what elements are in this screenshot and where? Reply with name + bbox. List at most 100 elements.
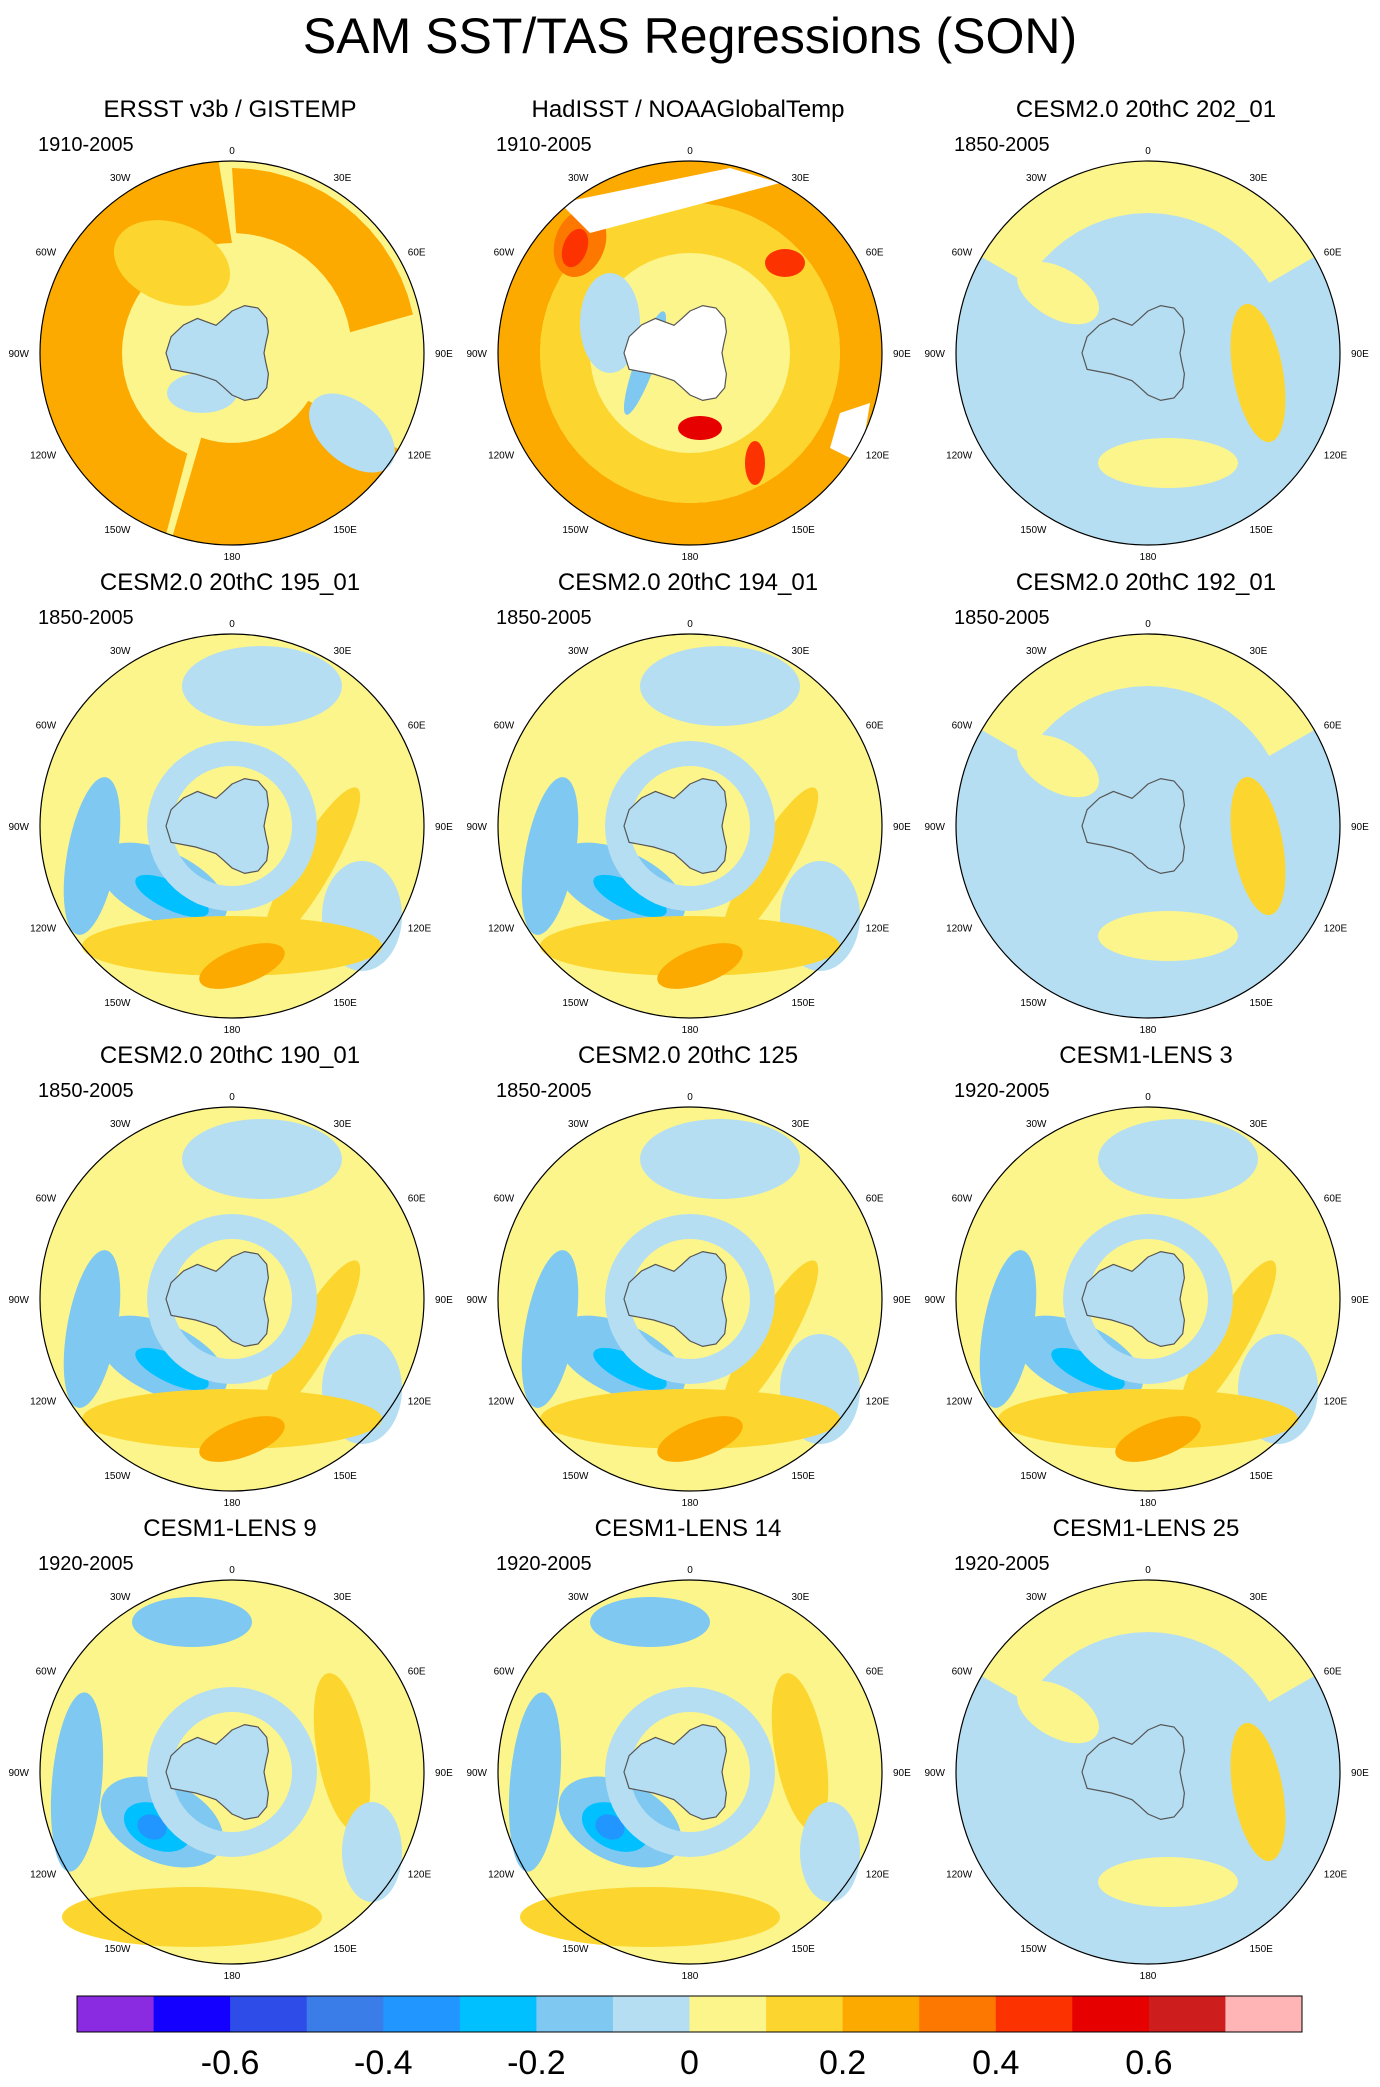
warm-region [745,441,765,485]
longitude-label: 30E [792,1592,810,1603]
antarctica-coastline [623,777,728,875]
longitude-label: 60W [952,1194,973,1205]
longitude-label: 120W [946,924,973,935]
cool-region [182,646,342,726]
warm-region [981,1580,1148,1702]
antarctica-coastline [623,304,728,402]
warm-region [82,916,382,976]
longitude-label: 0 [1145,1092,1151,1103]
warm-region [1098,911,1238,961]
longitude-label: 90W [466,349,487,360]
cool-region [1063,1214,1233,1384]
longitude-label: 30W [110,1592,131,1603]
warm-region [540,1389,840,1449]
antarctica-landmass [166,778,269,874]
cool-region [800,1802,860,1902]
longitude-label: 60E [1324,721,1342,732]
map-boundary [39,1106,425,1492]
map-boundary [39,1579,425,1965]
longitude-label: 60E [1324,248,1342,259]
warm-region [981,161,1148,283]
cool-region [63,777,121,935]
warm-region [62,1887,322,1947]
longitude-label: 180 [682,552,699,563]
longitude-label: 60E [866,1194,884,1205]
longitude-label: 90W [924,1768,945,1779]
panel-period: 1920-2005 [496,1553,592,1575]
longitude-label: 180 [1140,1498,1157,1509]
longitude-label: 90W [466,1295,487,1306]
figure-title: SAM SST/TAS Regressions (SON) [302,8,1078,64]
longitude-label: 60W [36,1667,57,1678]
warm-region [998,1389,1298,1449]
longitude-label: 60W [36,248,57,259]
warm-region [313,1673,371,1831]
antarctica-landmass [1082,305,1185,401]
map-panel: CESM1-LENS 9 0 30E 60E 90E 120E 150E 180 150W 120… [0,1514,453,1986]
warm-region [1230,1722,1286,1862]
longitude-label: 30W [1026,646,1047,657]
longitude-label: 30W [568,1119,589,1130]
colorbar-segment [919,1996,997,2032]
map-boundary [955,1579,1341,1965]
cool-region [1098,1119,1258,1199]
map-boundary [39,160,425,546]
cool-region [593,1347,667,1391]
longitude-label: 90W [8,349,29,360]
antarctica-landmass [624,1724,727,1820]
longitude-label: 150W [562,998,589,1009]
colorbar-segment [842,1996,920,2032]
warm-region [1098,438,1238,488]
longitude-label: 120E [408,1870,432,1881]
cool-region [147,741,317,911]
antarctica-coastline [165,1723,270,1821]
antarctica-landmass [1082,1251,1185,1347]
warm-region [1148,161,1315,283]
longitude-label: 0 [229,1092,235,1103]
longitude-label: 120E [408,1397,432,1408]
longitude-label: 90E [435,822,453,833]
longitude-label: 30W [1026,173,1047,184]
longitude-label: 90E [435,1295,453,1306]
map-panel: CESM1-LENS 3 0 30E 60E 90E 120E 150E 180 150W 120… [916,1041,1369,1513]
cool-region [590,1597,710,1647]
longitude-label: 150E [334,998,358,1009]
warm-region [1115,1416,1201,1462]
polar-map: 0 30E 60E 90E 120E 150E 180 150W 120W 90W 60W 30W [466,619,911,1036]
warm-region [199,1416,285,1462]
longitude-label: 180 [682,1971,699,1982]
longitude-label: 30E [1250,173,1268,184]
longitude-label: 120W [488,1870,515,1881]
cool-region [309,393,395,473]
warm-region [1017,734,1099,798]
antarctica-coastline [165,304,270,402]
longitude-label: 60E [408,721,426,732]
colorbar-tick-label: 0.6 [1125,2044,1173,2082]
colorbar-segment [1148,1996,1226,2032]
longitude-label: 180 [1140,1025,1157,1036]
longitude-label: 30E [334,646,352,657]
longitude-label: 30W [110,1119,131,1130]
longitude-label: 150W [104,1944,131,1955]
longitude-label: 180 [1140,552,1157,563]
longitude-label: 150E [792,1471,816,1482]
warm-region [40,161,232,534]
longitude-label: 150W [104,998,131,1009]
map-boundary [497,633,883,1019]
longitude-label: 0 [687,146,693,157]
longitude-label: 60E [1324,1194,1342,1205]
longitude-label: 90E [893,1768,911,1779]
colorbar-segment [1072,1996,1150,2032]
antarctica-coastline [1081,1723,1186,1821]
panel-title: ERSST v3b / GISTEMP [103,96,357,123]
longitude-label: 120W [30,1870,57,1881]
panel-title: CESM2.0 20thC 192_01 [1015,569,1277,596]
map-panel: CESM2.0 20thC 192_01 0 30E 60E 90E 120E 150E 18… [916,568,1369,1040]
longitude-label: 60W [952,1667,973,1678]
map-boundary [497,1106,883,1492]
map-panel: CESM2.0 20thC 195_01 0 30E 60E 90E 120E 150E 18… [0,568,453,1040]
longitude-label: 90W [8,1768,29,1779]
antarctica-landmass [624,778,727,874]
cool-region [640,646,800,726]
cool-region [605,1214,775,1384]
